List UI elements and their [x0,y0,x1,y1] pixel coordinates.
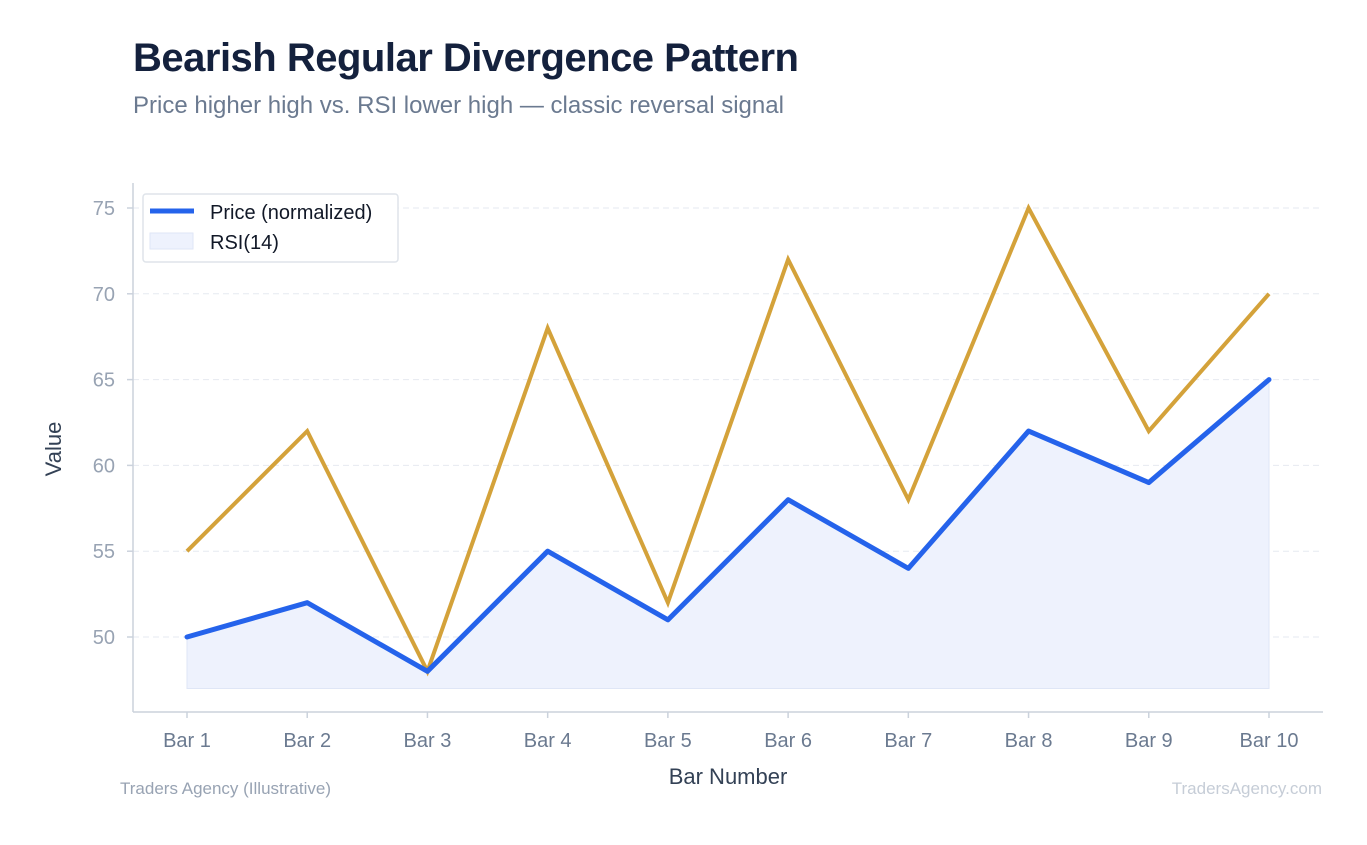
x-tick-label: Bar 1 [163,730,211,752]
source-note: Traders Agency (Illustrative) [120,779,331,798]
series-lines [184,203,1272,677]
x-tick-label: Bar 4 [524,730,572,752]
x-tick-label: Bar 8 [1005,730,1053,752]
price-line [184,377,1272,674]
legend-label-rsi: RSI(14) [210,232,279,254]
chart-title: Bearish Regular Divergence Pattern [133,36,799,80]
x-tick-label: Bar 5 [644,730,692,752]
y-tick-label: 55 [93,541,115,563]
y-axis-title: Value [41,422,66,477]
chart-subtitle: Price higher high vs. RSI lower high — c… [133,92,784,119]
x-tick-label: Bar 10 [1240,730,1299,752]
x-tick-label: Bar 7 [884,730,932,752]
axes: 50 55 60 65 70 75 Bar 1 Bar 2 Bar 3 Bar 4 Bar 5 Bar… [41,183,1323,789]
x-tick-label: Bar 6 [764,730,812,752]
x-tick-label: Bar 9 [1125,730,1173,752]
legend-label-price: Price (normalized) [210,202,372,224]
y-tick-label: 75 [93,198,115,220]
y-tick-label: 65 [93,370,115,392]
y-tick-label: 70 [93,284,115,306]
y-tick-label: 50 [93,627,115,649]
legend: Price (normalized) RSI(14) [142,193,399,263]
legend-swatch-rsi [149,232,194,250]
watermark: TradersAgency.com [1171,779,1322,798]
rsi-line [185,203,1271,677]
y-tick-label: 60 [93,455,115,477]
x-tick-label: Bar 3 [404,730,452,752]
x-axis-title: Bar Number [669,764,788,789]
legend-box [142,193,399,263]
x-tick-label: Bar 2 [283,730,331,752]
